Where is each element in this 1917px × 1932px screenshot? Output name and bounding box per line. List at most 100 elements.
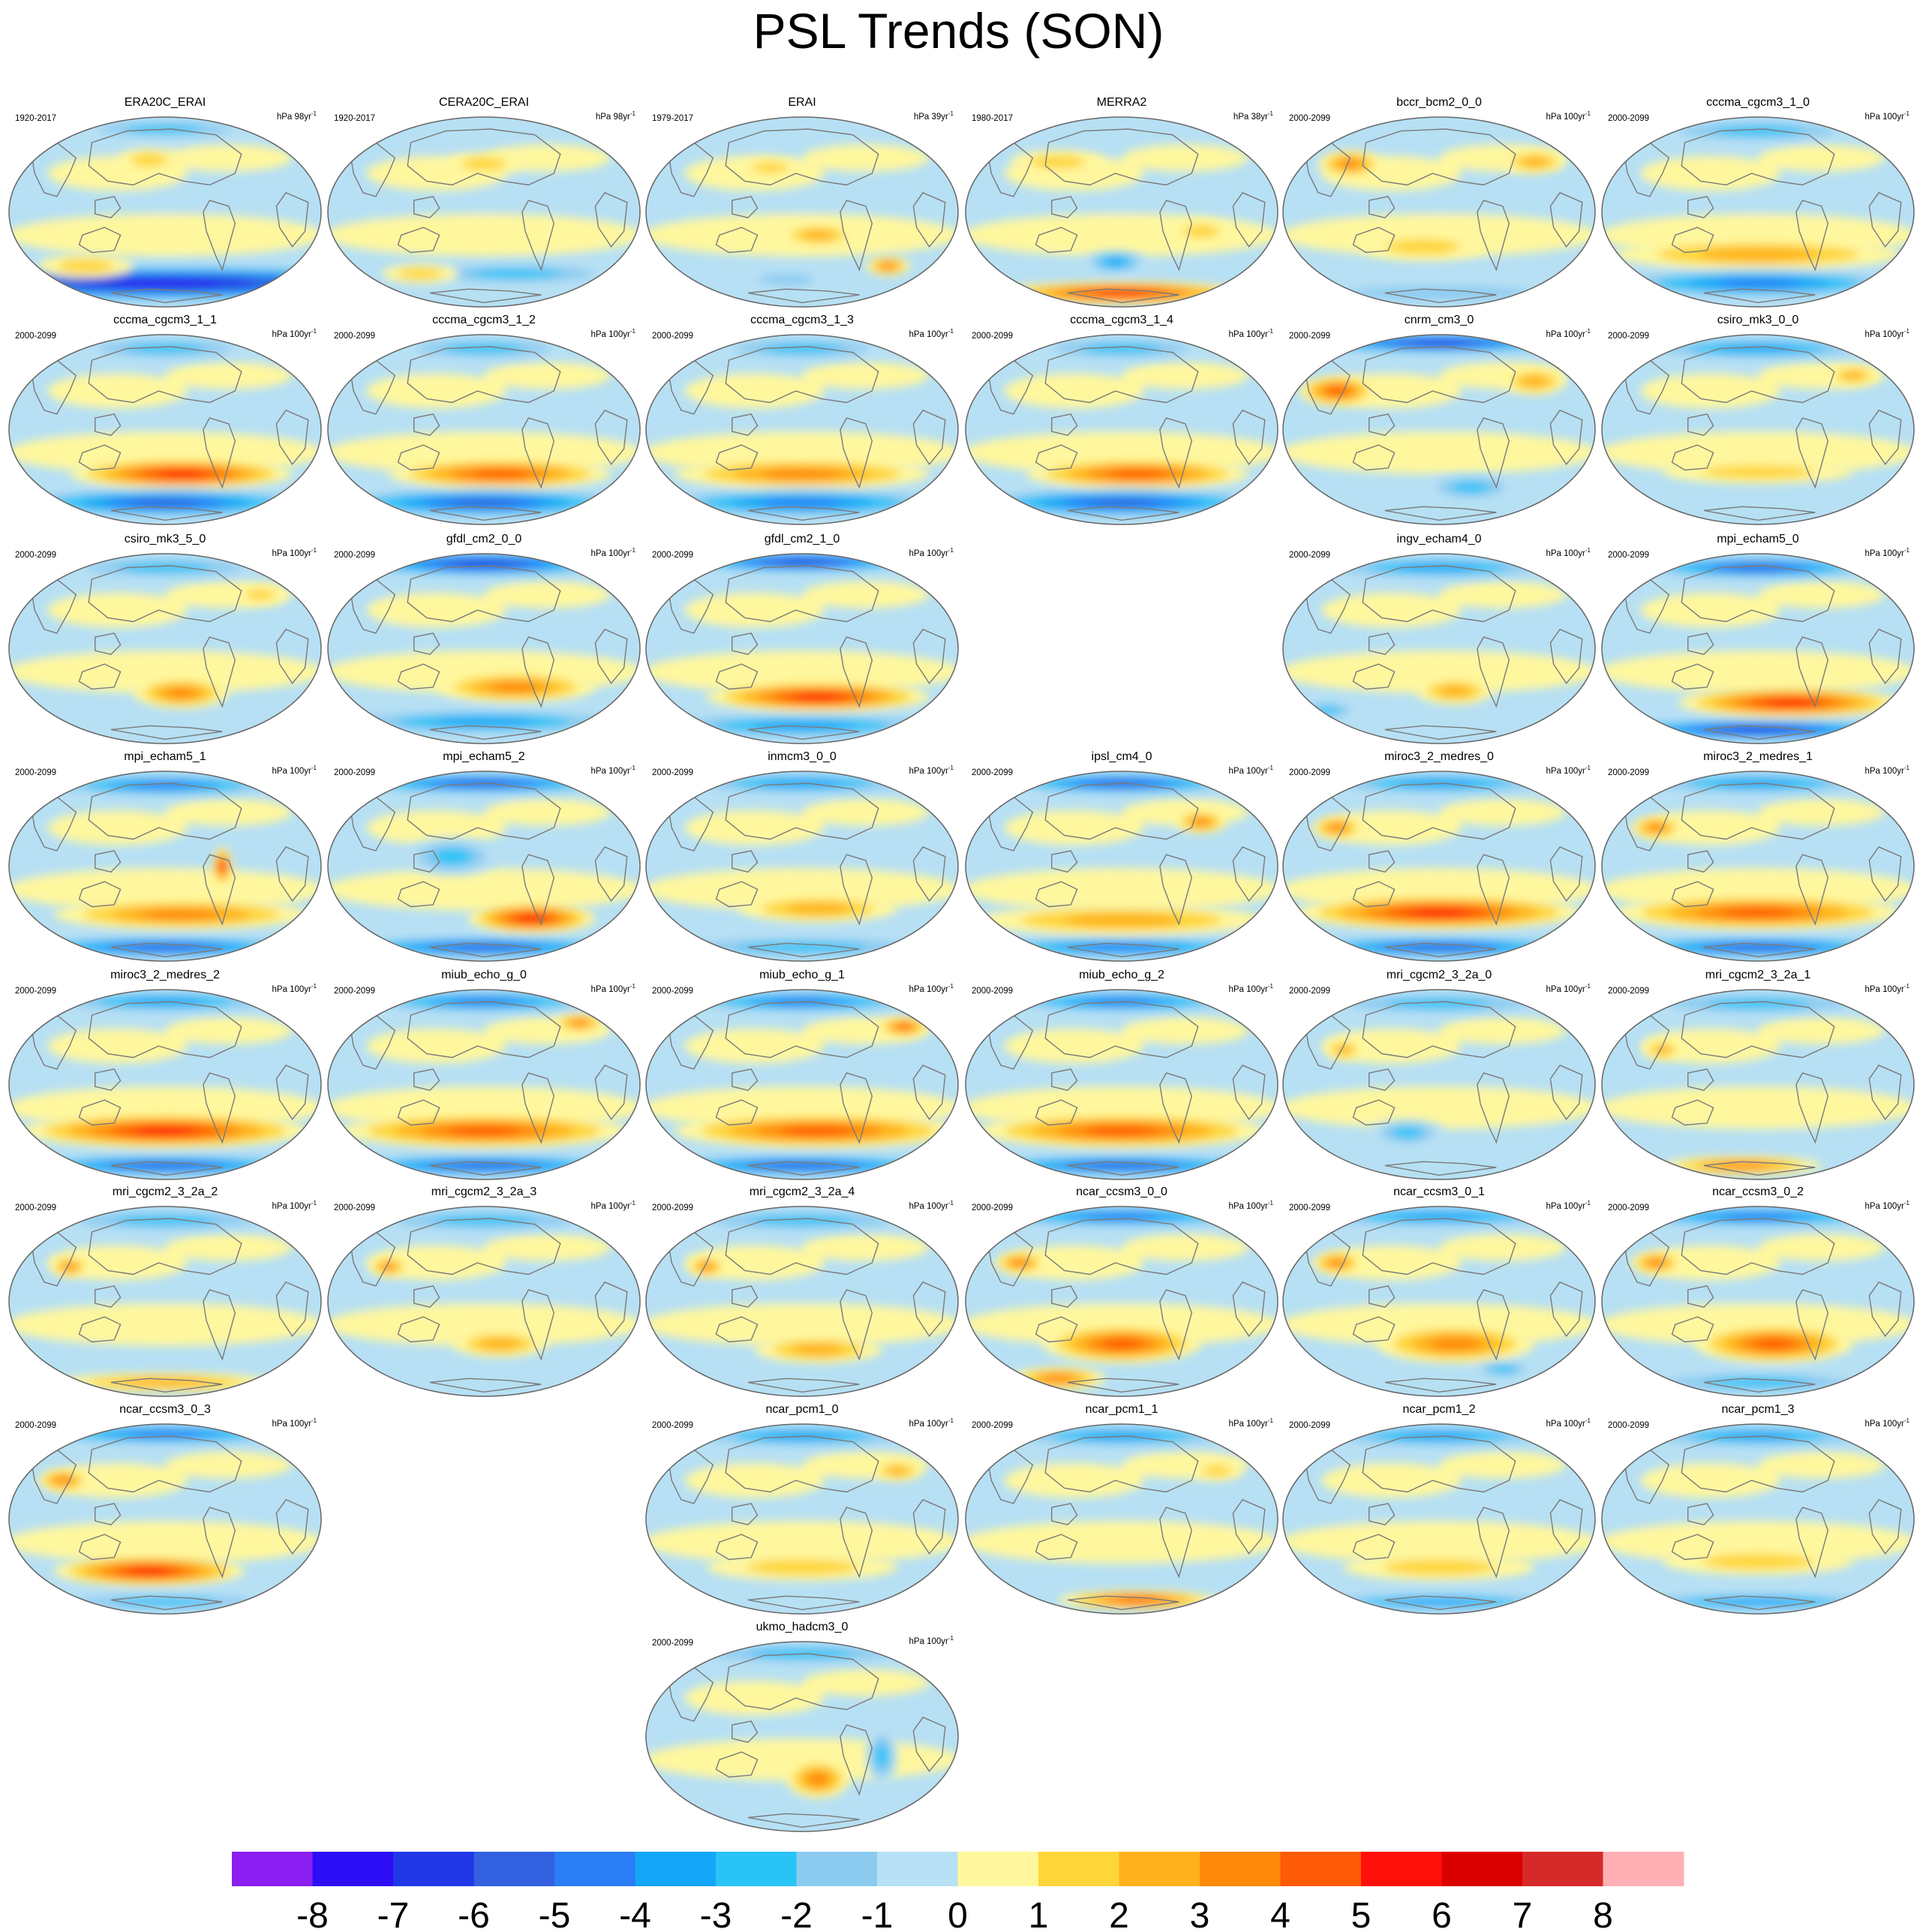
panel-title: cccma_cgcm3_1_4 [1070, 314, 1173, 326]
trend-contour [1717, 1162, 1768, 1169]
coastline [1044, 346, 1199, 404]
coastline [840, 200, 873, 272]
panel-units: hPa 100yr-1 [909, 547, 954, 558]
trend-band [646, 868, 958, 911]
panel-units: hPa 100yr-1 [272, 983, 317, 994]
coastline [88, 346, 242, 404]
coastline [350, 142, 396, 197]
trend-contour [432, 849, 472, 865]
panel-units: hPa 100yr-1 [909, 983, 954, 994]
coastline [725, 1001, 879, 1059]
coastline [397, 1099, 440, 1126]
coastline [88, 565, 242, 623]
trend-map [8, 116, 322, 308]
coastline [110, 1595, 223, 1611]
coastline [88, 128, 242, 186]
panel-units: hPa 100yr-1 [909, 765, 954, 776]
trend-contour [1105, 258, 1126, 266]
trend-band [9, 1521, 321, 1564]
trend-contour [807, 1772, 828, 1786]
coastline [1050, 413, 1078, 436]
coastline [1868, 409, 1902, 465]
colorbar-swatch [554, 1852, 635, 1886]
trend-band [47, 592, 188, 628]
colorbar-swatch [877, 1852, 958, 1886]
trend-contour [1723, 945, 1793, 950]
colorbar-tick-label: 6 [1432, 1896, 1452, 1932]
coastline [1232, 191, 1266, 248]
coastline [1362, 128, 1516, 186]
trend-map [1282, 334, 1596, 525]
panel-units: hPa 100yr-1 [1546, 765, 1591, 776]
panel-units: hPa 100yr-1 [590, 547, 635, 558]
coastline [1362, 346, 1516, 404]
map-panel: cccma_cgcm3_1_4 2000-2099 hPa 100yr-1 [963, 314, 1281, 526]
coastline [1868, 191, 1902, 248]
trend-band [1758, 798, 1885, 826]
trend-contour [793, 693, 843, 701]
panel-units: hPa 100yr-1 [272, 328, 317, 339]
trend-contour [1084, 1126, 1159, 1136]
coastline [94, 1285, 122, 1308]
map-border [327, 334, 641, 525]
panel-period: 2000-2099 [15, 332, 56, 341]
coastline [1477, 854, 1510, 926]
map-panel: ncar_ccsm3_0_0 2000-2099 hPa 100yr-1 [963, 1185, 1281, 1398]
coastline [1362, 1218, 1516, 1275]
coastline [668, 1231, 714, 1287]
colorbar-swatch [1280, 1852, 1362, 1886]
coastline [521, 1072, 555, 1144]
trend-band [1321, 810, 1462, 846]
panel-period: 2000-2099 [1608, 114, 1649, 123]
trend-contour [1336, 1045, 1352, 1054]
map-border [965, 116, 1279, 308]
trend-band [684, 373, 825, 409]
trend-contour [571, 1020, 587, 1026]
coastline [747, 725, 860, 741]
coastline [521, 417, 555, 489]
coastline [1477, 1072, 1510, 1144]
panel-title: ingv_echam4_0 [1396, 533, 1482, 545]
trend-contour [1011, 1259, 1029, 1267]
panel-period: 2000-2099 [15, 551, 56, 560]
coastline [350, 578, 396, 634]
map-border [645, 116, 959, 308]
trend-band [1640, 373, 1780, 409]
coastline [1671, 881, 1714, 908]
colorbar-tick-label: -5 [539, 1896, 571, 1932]
trend-contour [431, 1215, 536, 1225]
trend-contour [1393, 1598, 1485, 1606]
trend-band [484, 581, 611, 608]
coastline [840, 1724, 873, 1796]
trend-contour [881, 263, 895, 269]
trend-band [1122, 362, 1249, 389]
coastline [1352, 881, 1396, 908]
map-border [1601, 1206, 1915, 1397]
panel-units: hPa 100yr-1 [1228, 1417, 1273, 1429]
map-panel: CERA20C_ERAI 1920-2017 hPa 98yr-1 [325, 96, 643, 308]
coastline [1687, 632, 1714, 655]
panel-units: hPa 100yr-1 [272, 1417, 317, 1429]
coastline [1368, 850, 1396, 873]
map-panel: ncar_ccsm3_0_2 2000-2099 hPa 100yr-1 [1599, 1185, 1917, 1398]
map-border [1282, 1206, 1596, 1397]
coastline [747, 1595, 860, 1611]
trend-band [1758, 1451, 1885, 1479]
coastline [31, 359, 77, 415]
trend-band [366, 373, 506, 409]
coastline [725, 1653, 879, 1711]
trend-contour [1699, 248, 1817, 261]
panel-period: 2000-2099 [972, 1203, 1013, 1212]
trend-contour [1086, 1163, 1157, 1168]
coastline [1671, 227, 1714, 254]
trend-band [164, 1451, 293, 1479]
trend-band [684, 592, 825, 628]
coastline [1305, 796, 1351, 852]
coastline [407, 1218, 561, 1275]
trend-contour [1042, 1375, 1074, 1383]
panel-units: hPa 100yr-1 [1864, 983, 1909, 994]
map-panel: gfdl_cm2_1_0 2000-2099 hPa 100yr-1 [643, 533, 961, 745]
panel-units: hPa 100yr-1 [272, 547, 317, 558]
trend-contour [112, 280, 218, 287]
map-border [965, 1423, 1279, 1615]
